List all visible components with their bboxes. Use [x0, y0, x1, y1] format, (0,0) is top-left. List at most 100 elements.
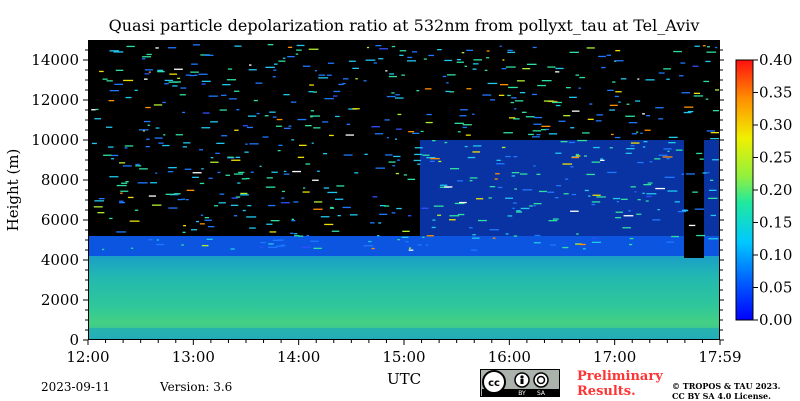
speckle — [348, 60, 356, 62]
speckle — [391, 45, 396, 48]
speckle — [609, 109, 615, 111]
y-tick-label: 4000 — [41, 251, 79, 269]
speckle — [158, 142, 164, 144]
speckle — [668, 136, 678, 138]
speckle — [308, 91, 314, 93]
speckle — [555, 67, 564, 70]
speckle — [432, 219, 436, 221]
speckle — [314, 70, 317, 72]
speckle — [681, 92, 690, 94]
speckle — [498, 94, 505, 96]
speckle — [532, 46, 537, 49]
speckle — [533, 205, 536, 207]
speckle — [666, 241, 675, 243]
speckle — [237, 182, 241, 184]
speckle — [514, 108, 517, 110]
speckle — [270, 220, 280, 222]
speckle — [246, 216, 257, 218]
speckle — [226, 79, 236, 81]
speckle — [457, 131, 461, 133]
speckle — [509, 117, 516, 119]
y-tick-label: 8000 — [41, 171, 79, 189]
speckle — [174, 68, 183, 70]
speckle — [450, 168, 459, 170]
speckle — [459, 115, 467, 117]
x-tick-label: 15:00 — [382, 348, 425, 366]
speckle — [507, 51, 516, 53]
speckle — [234, 90, 240, 92]
speckle — [555, 152, 562, 154]
speckle — [216, 142, 225, 144]
speckle — [233, 215, 238, 217]
speckle — [629, 237, 634, 240]
speckle — [295, 53, 299, 55]
speckle — [413, 159, 421, 162]
speckle — [444, 141, 448, 144]
speckle — [513, 156, 518, 158]
speckle — [615, 91, 622, 93]
speckle — [473, 145, 482, 147]
speckle — [368, 240, 372, 243]
speckle — [513, 235, 518, 237]
speckle — [501, 146, 506, 149]
speckle — [125, 181, 129, 183]
speckle — [111, 158, 115, 160]
speckle — [179, 94, 186, 96]
speckle — [569, 51, 579, 53]
speckle — [230, 204, 239, 206]
speckle — [658, 118, 664, 120]
speckle — [456, 59, 461, 61]
speckle — [313, 127, 321, 129]
speckle — [296, 49, 302, 51]
speckle — [407, 56, 413, 59]
heatmap-cell-surface — [89, 328, 719, 339]
speckle — [667, 150, 670, 152]
speckle — [266, 177, 273, 179]
speckle — [696, 152, 703, 155]
speckle — [185, 199, 189, 201]
speckle — [218, 202, 226, 204]
speckle — [278, 60, 286, 62]
speckle — [643, 184, 652, 186]
speckle — [473, 59, 482, 61]
speckle — [591, 161, 601, 163]
speckle — [372, 196, 378, 198]
svg-text:SA: SA — [537, 390, 546, 397]
speckle — [217, 171, 221, 174]
y-tick-label: 2000 — [41, 291, 79, 309]
speckle — [305, 125, 312, 127]
speckle — [520, 207, 530, 210]
speckle — [145, 106, 151, 109]
speckle — [526, 63, 537, 65]
svg-text:cc: cc — [488, 378, 500, 389]
preliminary-notice: Preliminary Results. — [577, 369, 663, 399]
speckle — [391, 212, 396, 214]
speckle — [425, 121, 433, 124]
speckle — [575, 74, 579, 76]
speckle — [693, 92, 700, 94]
speckle — [397, 113, 402, 116]
speckle — [276, 245, 283, 247]
speckle — [162, 101, 166, 104]
speckle — [586, 47, 595, 49]
speckle — [127, 196, 134, 199]
speckle — [417, 244, 422, 246]
speckle — [147, 124, 150, 126]
speckle — [571, 193, 576, 196]
speckle — [618, 101, 621, 103]
speckle — [615, 50, 621, 52]
speckle — [407, 178, 416, 180]
speckle — [575, 155, 581, 157]
speckle — [148, 195, 156, 197]
speckle — [311, 142, 314, 144]
speckle — [183, 225, 186, 227]
speckle — [570, 166, 574, 168]
speckle — [454, 202, 465, 205]
speckle — [496, 163, 505, 165]
speckle — [488, 197, 492, 199]
speckle — [575, 243, 582, 245]
speckle — [426, 113, 432, 116]
speckle — [466, 49, 473, 51]
speckle — [507, 49, 513, 51]
speckle — [201, 83, 206, 85]
